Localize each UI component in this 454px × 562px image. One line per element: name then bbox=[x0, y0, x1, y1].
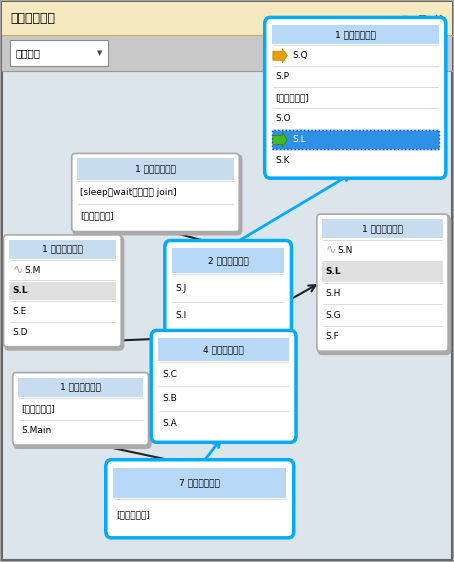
Text: S.D: S.D bbox=[12, 328, 28, 337]
Text: S.P: S.P bbox=[276, 72, 290, 81]
Text: S.G: S.G bbox=[326, 310, 341, 320]
Text: スレッド: スレッド bbox=[15, 48, 40, 58]
Text: 1 個のスレッド: 1 個のスレッド bbox=[135, 165, 176, 174]
FancyBboxPatch shape bbox=[106, 460, 294, 538]
FancyBboxPatch shape bbox=[172, 248, 284, 273]
Text: S.L: S.L bbox=[292, 135, 306, 144]
Text: ▼: ▼ bbox=[97, 51, 102, 56]
Text: [外部コード]: [外部コード] bbox=[80, 211, 114, 220]
Text: S.L: S.L bbox=[326, 268, 341, 277]
FancyBboxPatch shape bbox=[4, 235, 121, 347]
Text: S.A: S.A bbox=[162, 419, 177, 428]
FancyBboxPatch shape bbox=[317, 214, 448, 351]
Text: □: □ bbox=[417, 13, 426, 24]
FancyBboxPatch shape bbox=[10, 40, 108, 66]
Polygon shape bbox=[273, 133, 287, 147]
Text: ▼: ▼ bbox=[402, 14, 409, 23]
FancyBboxPatch shape bbox=[9, 240, 116, 259]
Text: S.M: S.M bbox=[24, 265, 40, 275]
FancyBboxPatch shape bbox=[265, 17, 446, 178]
Text: 4 個のスレッド: 4 個のスレッド bbox=[203, 345, 244, 354]
Text: S.E: S.E bbox=[12, 307, 26, 316]
Text: S.C: S.C bbox=[162, 370, 177, 379]
FancyBboxPatch shape bbox=[13, 373, 152, 449]
FancyBboxPatch shape bbox=[2, 35, 452, 71]
Text: ∿: ∿ bbox=[12, 264, 23, 277]
Text: S.N: S.N bbox=[337, 246, 353, 255]
Text: 7 個のスレッド: 7 個のスレッド bbox=[179, 478, 220, 487]
FancyBboxPatch shape bbox=[317, 215, 451, 355]
FancyBboxPatch shape bbox=[72, 154, 242, 235]
Text: ∿: ∿ bbox=[326, 244, 336, 257]
FancyBboxPatch shape bbox=[77, 158, 234, 180]
FancyBboxPatch shape bbox=[322, 219, 443, 238]
FancyBboxPatch shape bbox=[267, 21, 447, 179]
FancyBboxPatch shape bbox=[72, 153, 239, 232]
Text: S.H: S.H bbox=[326, 289, 341, 298]
Text: S.L: S.L bbox=[12, 286, 28, 296]
FancyBboxPatch shape bbox=[2, 2, 452, 35]
FancyBboxPatch shape bbox=[109, 463, 295, 539]
Text: S.K: S.K bbox=[276, 156, 290, 165]
FancyBboxPatch shape bbox=[272, 130, 439, 149]
FancyBboxPatch shape bbox=[9, 282, 116, 300]
Text: S.Q: S.Q bbox=[292, 51, 307, 60]
Text: ×: × bbox=[434, 13, 443, 24]
FancyBboxPatch shape bbox=[154, 334, 297, 443]
Text: 並列スタック: 並列スタック bbox=[10, 12, 55, 25]
Text: S.O: S.O bbox=[276, 114, 291, 123]
Polygon shape bbox=[273, 49, 287, 63]
FancyBboxPatch shape bbox=[18, 378, 143, 397]
FancyBboxPatch shape bbox=[158, 338, 289, 361]
Text: S.Main: S.Main bbox=[21, 426, 52, 435]
FancyBboxPatch shape bbox=[322, 262, 443, 282]
Text: 1 個のスレッド: 1 個のスレッド bbox=[60, 383, 101, 392]
Text: [外部コード]: [外部コード] bbox=[21, 404, 55, 414]
Text: 1 個のスレッド: 1 個のスレッド bbox=[42, 244, 83, 254]
FancyBboxPatch shape bbox=[151, 330, 296, 442]
Text: [外部コード]: [外部コード] bbox=[117, 510, 151, 519]
Text: S.B: S.B bbox=[162, 394, 177, 403]
Text: S.I: S.I bbox=[176, 311, 187, 320]
Text: 2 個のスレッド: 2 個のスレッド bbox=[208, 256, 248, 265]
Text: 1 個のスレッド: 1 個のスレッド bbox=[335, 30, 376, 39]
FancyBboxPatch shape bbox=[113, 468, 286, 498]
FancyBboxPatch shape bbox=[168, 244, 292, 337]
FancyBboxPatch shape bbox=[165, 241, 291, 336]
FancyBboxPatch shape bbox=[272, 25, 439, 44]
FancyBboxPatch shape bbox=[13, 373, 148, 445]
Text: S.J: S.J bbox=[176, 283, 187, 293]
Text: S.F: S.F bbox=[326, 332, 339, 341]
Text: [外部コード]: [外部コード] bbox=[276, 93, 310, 102]
Text: 1 個のスレッド: 1 個のスレッド bbox=[362, 224, 403, 233]
FancyBboxPatch shape bbox=[4, 235, 124, 351]
Text: [sleep、wait、または join]: [sleep、wait、または join] bbox=[80, 188, 177, 197]
